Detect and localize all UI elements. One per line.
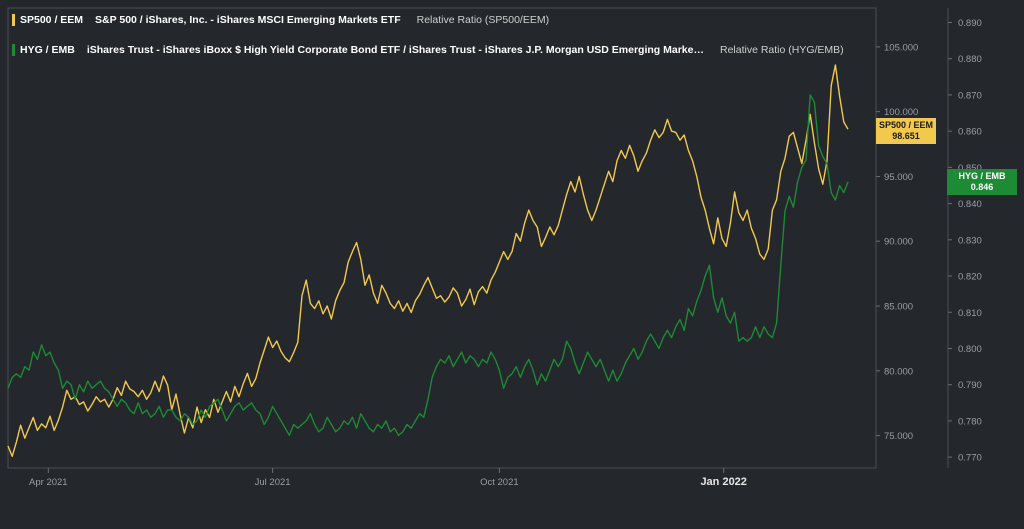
- x-axis-tick-label: Apr 2021: [29, 477, 68, 488]
- right-axis-tick-label: 0.880: [958, 54, 982, 65]
- right-axis-tick-label: 0.800: [958, 344, 982, 355]
- left-axis-tick-label: 105.000: [884, 42, 918, 53]
- right-axis-tick-label: 0.890: [958, 18, 982, 29]
- x-axis-tick-label: Jul 2021: [255, 477, 291, 488]
- left-axis-tick-label: 75.000: [884, 431, 913, 442]
- tag-label: SP500 / EEM: [878, 120, 934, 130]
- left-axis-tick-label: 100.000: [884, 107, 918, 118]
- right-axis-tick-label: 0.770: [958, 453, 982, 464]
- legend-row-sp500-eem[interactable]: SP500 / EEM S&P 500 / iShares, Inc. - iS…: [12, 14, 549, 26]
- right-axis-tick-label: 0.810: [958, 308, 982, 319]
- left-axis-tick-label: 90.000: [884, 237, 913, 248]
- left-axis-tick-label: 95.000: [884, 172, 913, 183]
- series-line-hyg-emb: [7, 94, 849, 437]
- legend-security-name: S&P 500 / iShares, Inc. - iShares MSCI E…: [95, 14, 401, 26]
- tag-value: 0.846: [970, 182, 994, 192]
- legend-ticker: SP500 / EEM: [20, 14, 84, 26]
- left-axis-tick-label: 85.000: [884, 302, 913, 313]
- series-line-sp500-eem: [7, 64, 849, 457]
- x-axis-tick-label: Oct 2021: [480, 477, 519, 488]
- right-axis-tick-label: 0.790: [958, 380, 982, 391]
- legend-swatch-hyg-emb: [12, 44, 15, 56]
- last-value-tag-sp500-eem: SP500 / EEM 98.651: [876, 118, 936, 144]
- legend-swatch-sp500-eem: [12, 14, 15, 26]
- left-axis-tick-label: 80.000: [884, 366, 913, 377]
- tag-label: HYG / EMB: [958, 171, 1006, 181]
- x-axis-tick-label: Jan 2022: [700, 476, 746, 488]
- right-axis-tick-label: 0.870: [958, 90, 982, 101]
- right-axis-tick-label: 0.850: [958, 163, 982, 174]
- right-axis-tick-label: 0.860: [958, 127, 982, 138]
- last-value-tag-hyg-emb: HYG / EMB 0.846: [947, 169, 1017, 195]
- right-axis-tick-label: 0.780: [958, 416, 982, 427]
- tag-value: 98.651: [892, 131, 920, 141]
- right-axis-tick-label: 0.830: [958, 235, 982, 246]
- legend-row-hyg-emb[interactable]: HYG / EMB iShares Trust - iShares iBoxx …: [12, 44, 844, 56]
- plot-frame: [7, 7, 877, 469]
- legend-ticker: HYG / EMB: [20, 44, 75, 56]
- legend-study-label: Relative Ratio (SP500/EEM): [416, 14, 550, 26]
- right-axis-tick-label: 0.820: [958, 272, 982, 283]
- legend-study-label: Relative Ratio (HYG/EMB): [719, 44, 844, 56]
- legend-security-name: iShares Trust - iShares iBoxx $ High Yie…: [86, 44, 704, 56]
- right-axis-tick-label: 0.840: [958, 199, 982, 210]
